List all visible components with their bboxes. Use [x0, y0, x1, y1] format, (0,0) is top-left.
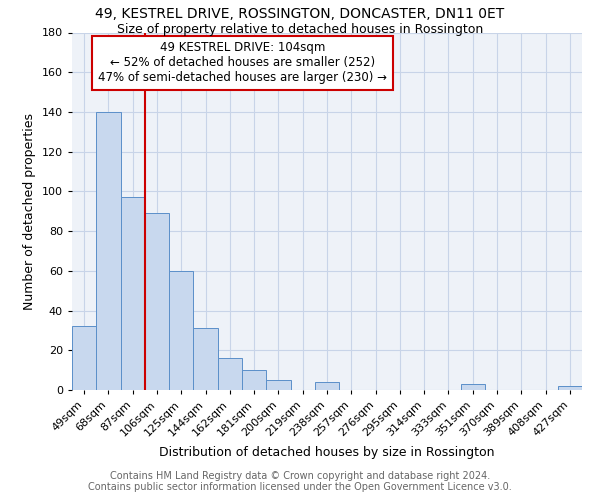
- Bar: [242, 370, 266, 390]
- Bar: [266, 380, 290, 390]
- Bar: [145, 213, 169, 390]
- Bar: [315, 382, 339, 390]
- Bar: [169, 271, 193, 390]
- X-axis label: Distribution of detached houses by size in Rossington: Distribution of detached houses by size …: [159, 446, 495, 460]
- Text: Size of property relative to detached houses in Rossington: Size of property relative to detached ho…: [117, 22, 483, 36]
- Text: Contains HM Land Registry data © Crown copyright and database right 2024.
Contai: Contains HM Land Registry data © Crown c…: [88, 471, 512, 492]
- Bar: [218, 358, 242, 390]
- Bar: [193, 328, 218, 390]
- Bar: [121, 198, 145, 390]
- Text: 49 KESTREL DRIVE: 104sqm
← 52% of detached houses are smaller (252)
47% of semi-: 49 KESTREL DRIVE: 104sqm ← 52% of detach…: [98, 42, 388, 84]
- Bar: [72, 326, 96, 390]
- Text: 49, KESTREL DRIVE, ROSSINGTON, DONCASTER, DN11 0ET: 49, KESTREL DRIVE, ROSSINGTON, DONCASTER…: [95, 8, 505, 22]
- Bar: [461, 384, 485, 390]
- Bar: [558, 386, 582, 390]
- Bar: [96, 112, 121, 390]
- Y-axis label: Number of detached properties: Number of detached properties: [23, 113, 36, 310]
